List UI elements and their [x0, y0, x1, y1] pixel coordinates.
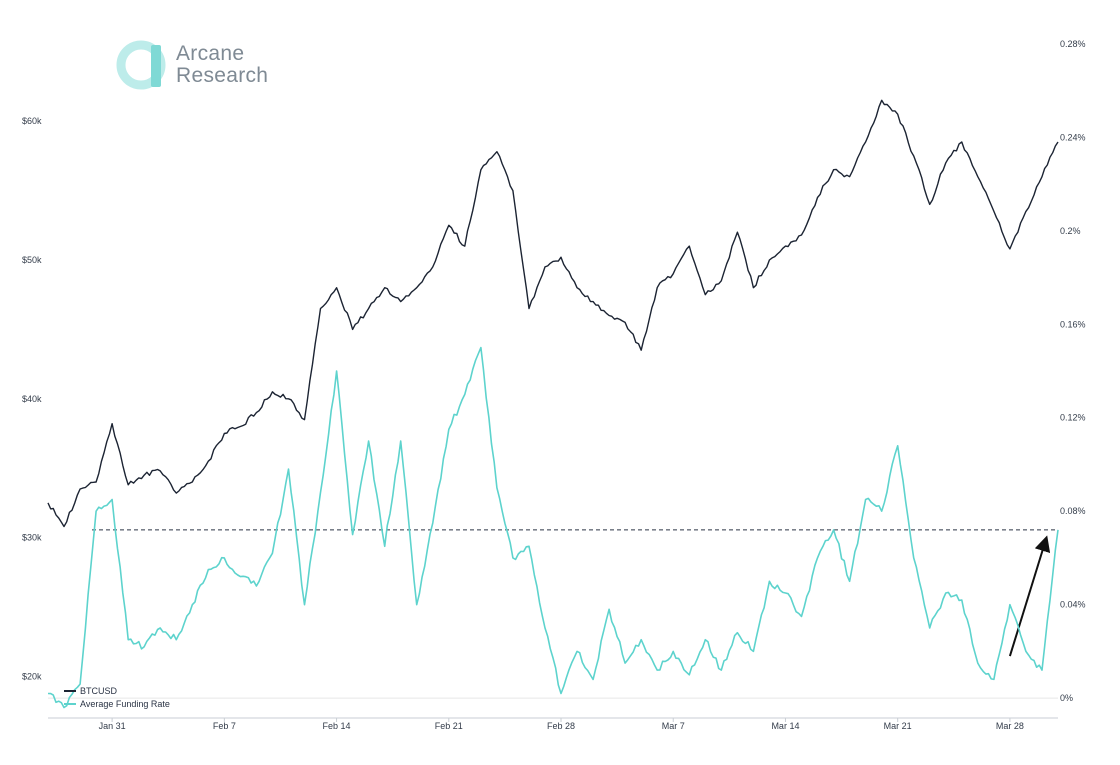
x-tick-label: Mar 7 [662, 721, 685, 731]
legend-swatch [64, 689, 76, 692]
left-tick-label: $20k [22, 671, 42, 681]
left-tick-label: $40k [22, 394, 42, 404]
logo-line-1: Arcane [176, 42, 245, 65]
x-tick-label: Feb 7 [213, 721, 236, 731]
legend-label: BTCUSD [80, 685, 118, 696]
left-tick-label: $50k [22, 255, 42, 265]
right-tick-label: 0.08% [1060, 506, 1086, 516]
x-tick-label: Feb 14 [323, 721, 351, 731]
x-tick-label: Mar 28 [996, 721, 1024, 731]
arcane-research-logo: Arcane Research [116, 40, 268, 90]
legend-item: Average Funding Rate [64, 697, 170, 710]
left-tick-label: $30k [22, 533, 42, 543]
right-tick-label: 0.28% [1060, 39, 1086, 49]
x-tick-label: Feb 21 [435, 721, 463, 731]
right-tick-label: 0.16% [1060, 319, 1086, 329]
left-tick-label: $60k [22, 116, 42, 126]
x-tick-label: Mar 21 [884, 721, 912, 731]
right-tick-label: 0% [1060, 693, 1073, 703]
annotations [92, 529, 1058, 657]
left-axis-ticks: $20k $30k $40k $50k $60k [22, 116, 42, 681]
legend: BTCUSD Average Funding Rate [64, 684, 170, 710]
right-axis-ticks: 0% 0.04% 0.08% 0.12% 0.16% 0.2% 0.24% 0.28% [48, 39, 1086, 703]
logo-line-2: Research [176, 64, 269, 87]
right-tick-label: 0.24% [1060, 132, 1086, 142]
arcane-logo-icon [116, 40, 166, 90]
x-tick-label: Jan 31 [99, 721, 126, 731]
right-tick-label: 0.04% [1060, 600, 1086, 610]
x-tick-label: Feb 28 [547, 721, 575, 731]
series-lines [47, 99, 1059, 709]
series-line-btcusd [47, 99, 1059, 528]
right-tick-label: 0.2% [1060, 226, 1081, 236]
x-tick-label: Mar 14 [771, 721, 799, 731]
legend-item: BTCUSD [64, 684, 170, 697]
logo-text: Arcane Research [176, 43, 268, 87]
x-axis: Jan 31 Feb 7 Feb 14 Feb 21 Feb 28 Mar 7 Mar 14… [48, 717, 1058, 731]
legend-label: Average Funding Rate [80, 698, 170, 709]
right-tick-label: 0.12% [1060, 413, 1086, 423]
trend-arrow [1008, 535, 1051, 657]
series-line-funding-rate [47, 346, 1059, 709]
legend-swatch [64, 702, 76, 705]
